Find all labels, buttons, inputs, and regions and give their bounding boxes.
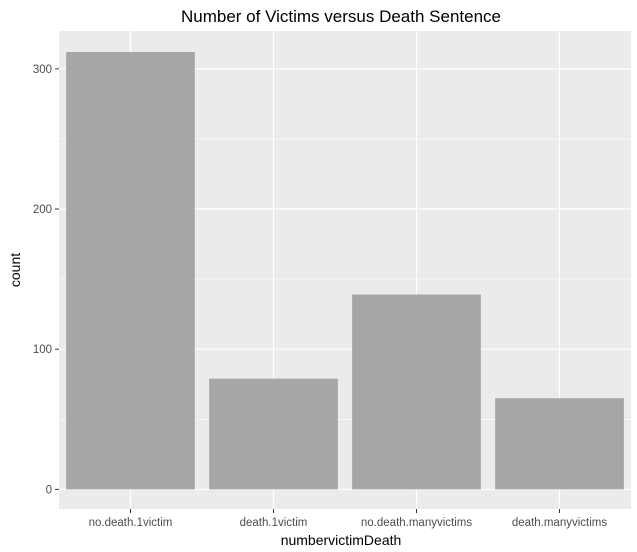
- x-tick-label: no.death.1victim: [89, 517, 173, 529]
- bar: [495, 398, 624, 490]
- y-axis-label: count: [7, 253, 23, 287]
- y-tick-label: 200: [33, 204, 52, 216]
- y-tick-label: 300: [33, 64, 52, 76]
- bar: [352, 294, 481, 490]
- y-axis: 0 100 200 300: [33, 64, 59, 496]
- x-tick-label: no.death.manyvictims: [361, 517, 472, 529]
- bar: [66, 52, 195, 490]
- x-axis-label: numbervictimDeath: [281, 532, 402, 548]
- y-tick-label: 0: [46, 484, 52, 496]
- x-tick-label: death.manyvictims: [512, 517, 607, 529]
- chart-title: Number of Victims versus Death Sentence: [181, 7, 501, 26]
- x-tick-label: death.1victim: [240, 517, 308, 529]
- x-axis: no.death.1victim death.1victim no.death.ma…: [89, 509, 607, 529]
- bars: [66, 52, 624, 490]
- bar: [209, 378, 338, 490]
- y-tick-label: 100: [33, 344, 52, 356]
